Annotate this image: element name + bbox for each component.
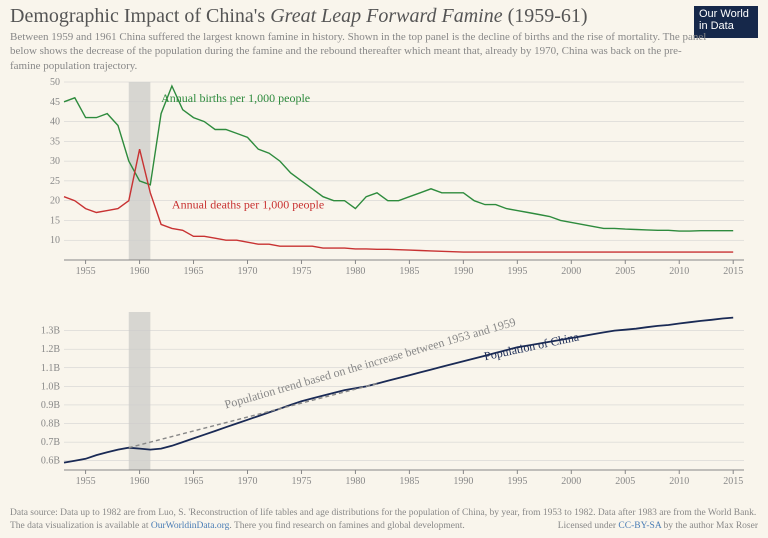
x-tick-label: 1975	[291, 476, 311, 487]
y-tick-label: 1.2B	[41, 344, 61, 355]
x-tick-label: 1970	[237, 476, 257, 487]
x-tick-label: 1980	[345, 476, 365, 487]
y-tick-label: 25	[50, 176, 60, 187]
x-tick-label: 2005	[615, 476, 635, 487]
y-tick-label: 0.6B	[41, 456, 61, 467]
x-tick-label: 1985	[399, 266, 419, 277]
y-tick-label: 1.3B	[41, 326, 61, 337]
x-tick-label: 1970	[237, 266, 257, 277]
title-pre: Demographic Impact of China's	[10, 5, 270, 27]
title-italic: Great Leap Forward Famine	[270, 5, 502, 27]
bottom-panel-chart: 0.6B 0.7B 0.8B 0.9B 1.0B 1.1B 1.2B 1.3B 1955 1960…	[30, 308, 750, 488]
y-tick-label: 50	[50, 78, 60, 88]
trend-label: Population trend based on the increase b…	[223, 315, 517, 412]
x-tick-label: 2005	[615, 266, 635, 277]
footer-lic-pre: Licensed under	[558, 521, 619, 531]
y-tick-label: 1.0B	[41, 381, 61, 392]
y-tick-label: 35	[50, 136, 60, 147]
y-tick-label: 45	[50, 97, 60, 108]
title-post: (1959-61)	[503, 5, 588, 27]
x-tick-label: 2010	[669, 266, 689, 277]
x-tick-label: 1980	[345, 266, 365, 277]
births-line	[64, 86, 733, 231]
x-tick-label: 2010	[669, 476, 689, 487]
x-tick-label: 2015	[723, 266, 743, 277]
x-tick-label: 2000	[561, 266, 581, 277]
footer-line2-mid: . There you find research on famines and…	[229, 521, 464, 531]
footer-credits: Data source: Data up to 1982 are from Lu…	[10, 507, 758, 532]
population-line	[64, 318, 733, 463]
y-tick-label: 10	[50, 235, 60, 246]
x-tick-label: 1975	[291, 266, 311, 277]
y-tick-label: 20	[50, 196, 60, 207]
x-tick-label: 1955	[76, 266, 96, 277]
x-tick-label: 1955	[76, 476, 96, 487]
y-tick-label: 1.1B	[41, 363, 61, 374]
chart-subtitle: Between 1959 and 1961 China suffered the…	[10, 30, 710, 73]
y-tick-label: 30	[50, 156, 60, 167]
header: Demographic Impact of China's Great Leap…	[10, 4, 758, 73]
x-tick-label: 1965	[184, 476, 204, 487]
x-tick-label: 1995	[507, 476, 527, 487]
deaths-label: Annual deaths per 1,000 people	[172, 198, 324, 212]
top-panel-chart: 10 15 20 25 30 35 40 45 50 1955 1960 1965 1970 1975 19…	[30, 78, 750, 278]
x-tick-label: 1965	[184, 266, 204, 277]
footer-line2-pre: The data visualization is available at	[10, 521, 151, 531]
y-tick-label: 0.7B	[41, 437, 61, 448]
chart-title: Demographic Impact of China's Great Leap…	[10, 4, 758, 28]
y-tick-label: 15	[50, 215, 60, 226]
y-tick-label: 0.8B	[41, 419, 61, 430]
population-label: Population of China	[483, 329, 581, 363]
chart-container: Our World in Data Demographic Impact of …	[0, 0, 768, 538]
x-tick-label: 1995	[507, 266, 527, 277]
license-link[interactable]: CC-BY-SA	[618, 521, 661, 531]
footer-lic-post: by the author Max Roser	[661, 521, 758, 531]
footer-source: Data source: Data up to 1982 are from Lu…	[10, 508, 756, 518]
x-tick-label: 1960	[130, 476, 150, 487]
famine-band	[129, 82, 151, 260]
y-tick-label: 0.9B	[41, 400, 61, 411]
y-tick-label: 40	[50, 117, 60, 128]
owid-link[interactable]: OurWorldinData.org	[151, 521, 229, 531]
births-label: Annual births per 1,000 people	[161, 91, 310, 105]
x-tick-label: 1990	[453, 266, 473, 277]
x-tick-label: 1985	[399, 476, 419, 487]
x-tick-label: 2000	[561, 476, 581, 487]
x-tick-label: 2015	[723, 476, 743, 487]
x-tick-label: 1960	[130, 266, 150, 277]
x-tick-label: 1990	[453, 476, 473, 487]
